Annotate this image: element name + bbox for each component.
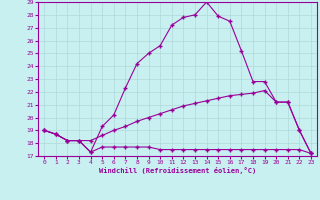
X-axis label: Windchill (Refroidissement éolien,°C): Windchill (Refroidissement éolien,°C) bbox=[99, 167, 256, 174]
